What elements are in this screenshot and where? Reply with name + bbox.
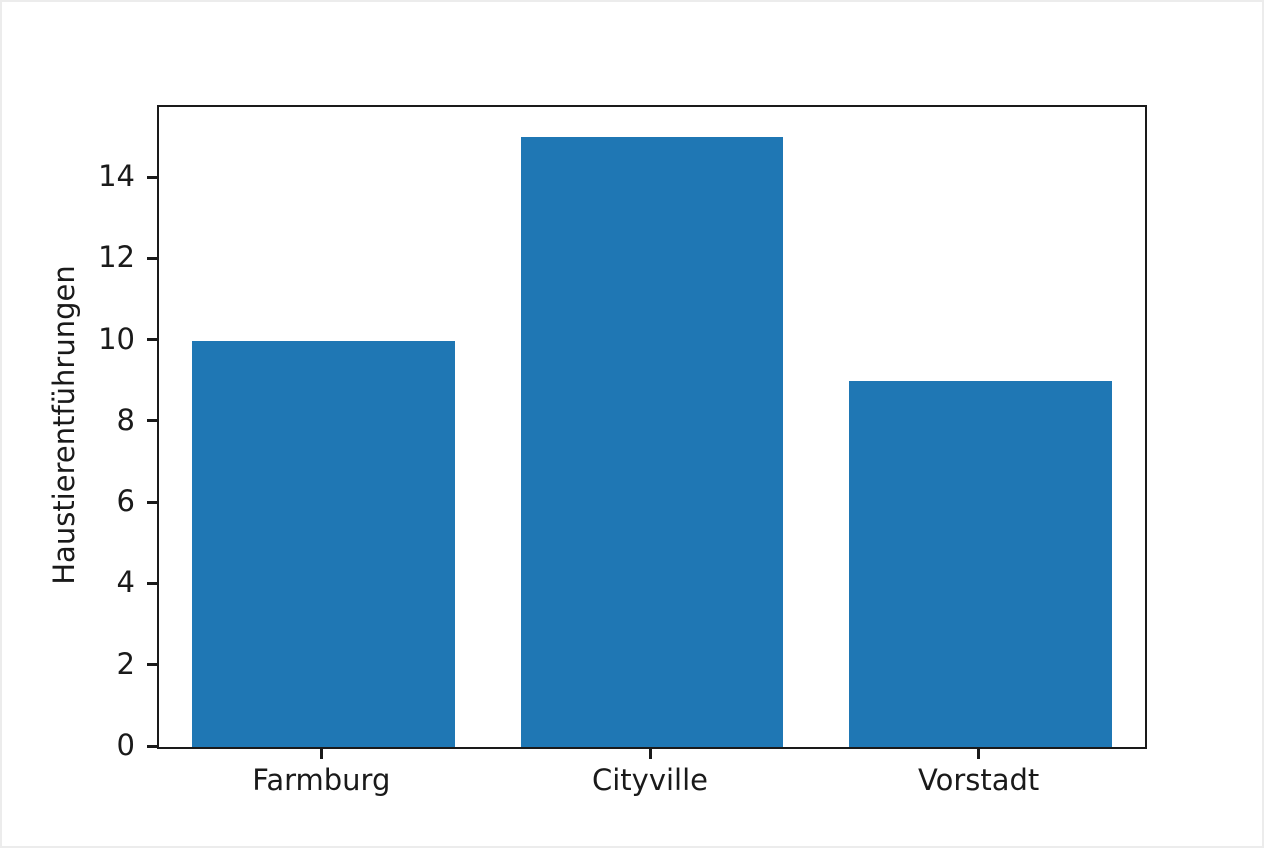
y-tick-label: 4 bbox=[116, 565, 135, 600]
y-tick-mark bbox=[147, 663, 157, 667]
x-tick-mark bbox=[319, 749, 323, 759]
y-tick-mark bbox=[147, 500, 157, 504]
x-tick-mark bbox=[977, 749, 981, 759]
y-tick-mark bbox=[147, 256, 157, 260]
y-tick-label: 12 bbox=[98, 240, 135, 275]
x-tick-label-cityville: Cityville bbox=[591, 763, 708, 797]
y-tick-mark bbox=[147, 419, 157, 423]
x-tick-mark bbox=[648, 749, 652, 759]
y-tick-label: 10 bbox=[98, 321, 135, 356]
bar-farmburg bbox=[191, 340, 455, 747]
y-tick-label: 2 bbox=[116, 646, 135, 681]
y-tick-mark bbox=[147, 338, 157, 342]
x-tick-label-farmburg: Farmburg bbox=[252, 763, 391, 797]
y-tick-label: 0 bbox=[116, 728, 135, 762]
y-tick-label: 14 bbox=[98, 159, 135, 194]
x-tick-label-vorstadt: Vorstadt bbox=[918, 763, 1040, 797]
y-tick-label: 8 bbox=[116, 402, 135, 437]
y-tick-mark bbox=[147, 744, 157, 748]
y-tick-mark bbox=[147, 175, 157, 179]
bar-vorstadt bbox=[849, 381, 1113, 747]
y-tick-label: 6 bbox=[116, 484, 135, 519]
y-tick-mark bbox=[147, 581, 157, 585]
bar-cityville bbox=[520, 137, 784, 747]
plot-area bbox=[157, 105, 1147, 749]
